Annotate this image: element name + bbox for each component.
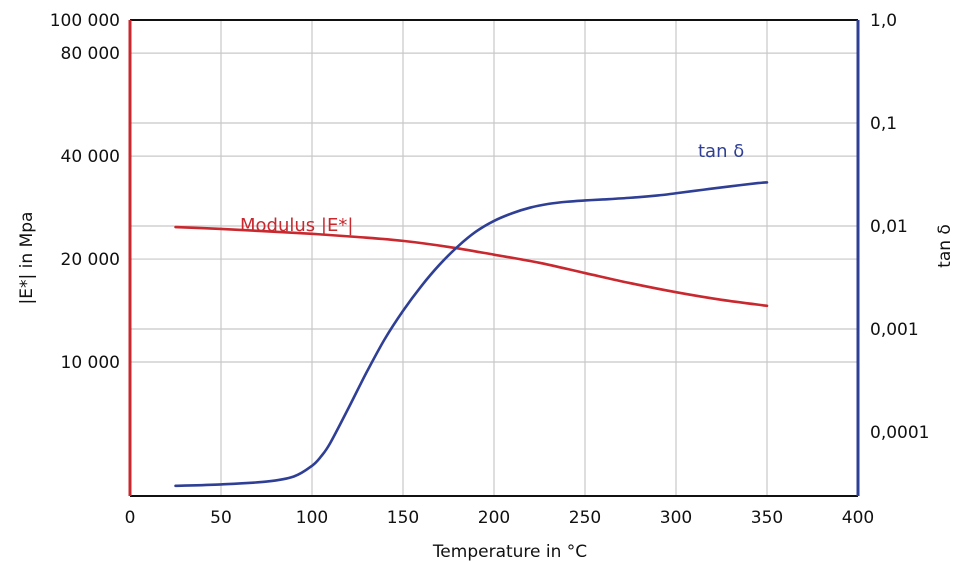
y-left-tick-label: 20 000 xyxy=(61,250,120,270)
y-axis-right-title: tan δ xyxy=(935,224,955,268)
y-right-tick-label: 0,01 xyxy=(870,217,908,237)
y-left-tick-label: 100 000 xyxy=(50,11,120,31)
x-tick-label: 200 xyxy=(478,508,510,528)
y-left-tick-label: 10 000 xyxy=(61,353,120,373)
x-tick-label: 250 xyxy=(569,508,601,528)
tick-labels: 0 50 100 150 200 250 300 350 400 100 000 80 000 40 … xyxy=(50,11,930,528)
y-right-tick-label: 1,0 xyxy=(870,11,897,31)
x-tick-label: 350 xyxy=(751,508,783,528)
series-line-tan-delta xyxy=(174,181,769,488)
x-tick-label: 400 xyxy=(842,508,874,528)
y-axis-left-title: |E*| in Mpa xyxy=(17,212,37,305)
y-right-tick-label: 0,1 xyxy=(870,114,897,134)
x-tick-label: 50 xyxy=(210,508,232,528)
y-left-tick-label: 40 000 xyxy=(61,147,120,167)
y-left-tick-label: 80 000 xyxy=(61,44,120,64)
series-label-tan-delta: tan δ xyxy=(698,141,744,162)
series-line-modulus xyxy=(174,225,769,308)
series-label-modulus: Modulus |E*| xyxy=(240,215,353,236)
x-tick-label: 100 xyxy=(296,508,328,528)
x-tick-label: 0 xyxy=(125,508,136,528)
y-right-tick-label: 0,0001 xyxy=(870,423,929,443)
grid xyxy=(130,20,858,496)
axes xyxy=(128,19,860,497)
x-tick-label: 300 xyxy=(660,508,692,528)
series-lines xyxy=(174,181,769,488)
y-right-tick-label: 0,001 xyxy=(870,320,919,340)
x-axis-title: Temperature in °C xyxy=(432,542,587,562)
x-tick-label: 150 xyxy=(387,508,419,528)
